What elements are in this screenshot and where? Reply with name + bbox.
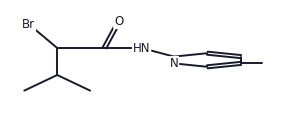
Text: HN: HN xyxy=(133,42,150,54)
Text: N: N xyxy=(170,57,178,70)
Text: Br: Br xyxy=(22,18,35,30)
Text: O: O xyxy=(114,15,123,28)
